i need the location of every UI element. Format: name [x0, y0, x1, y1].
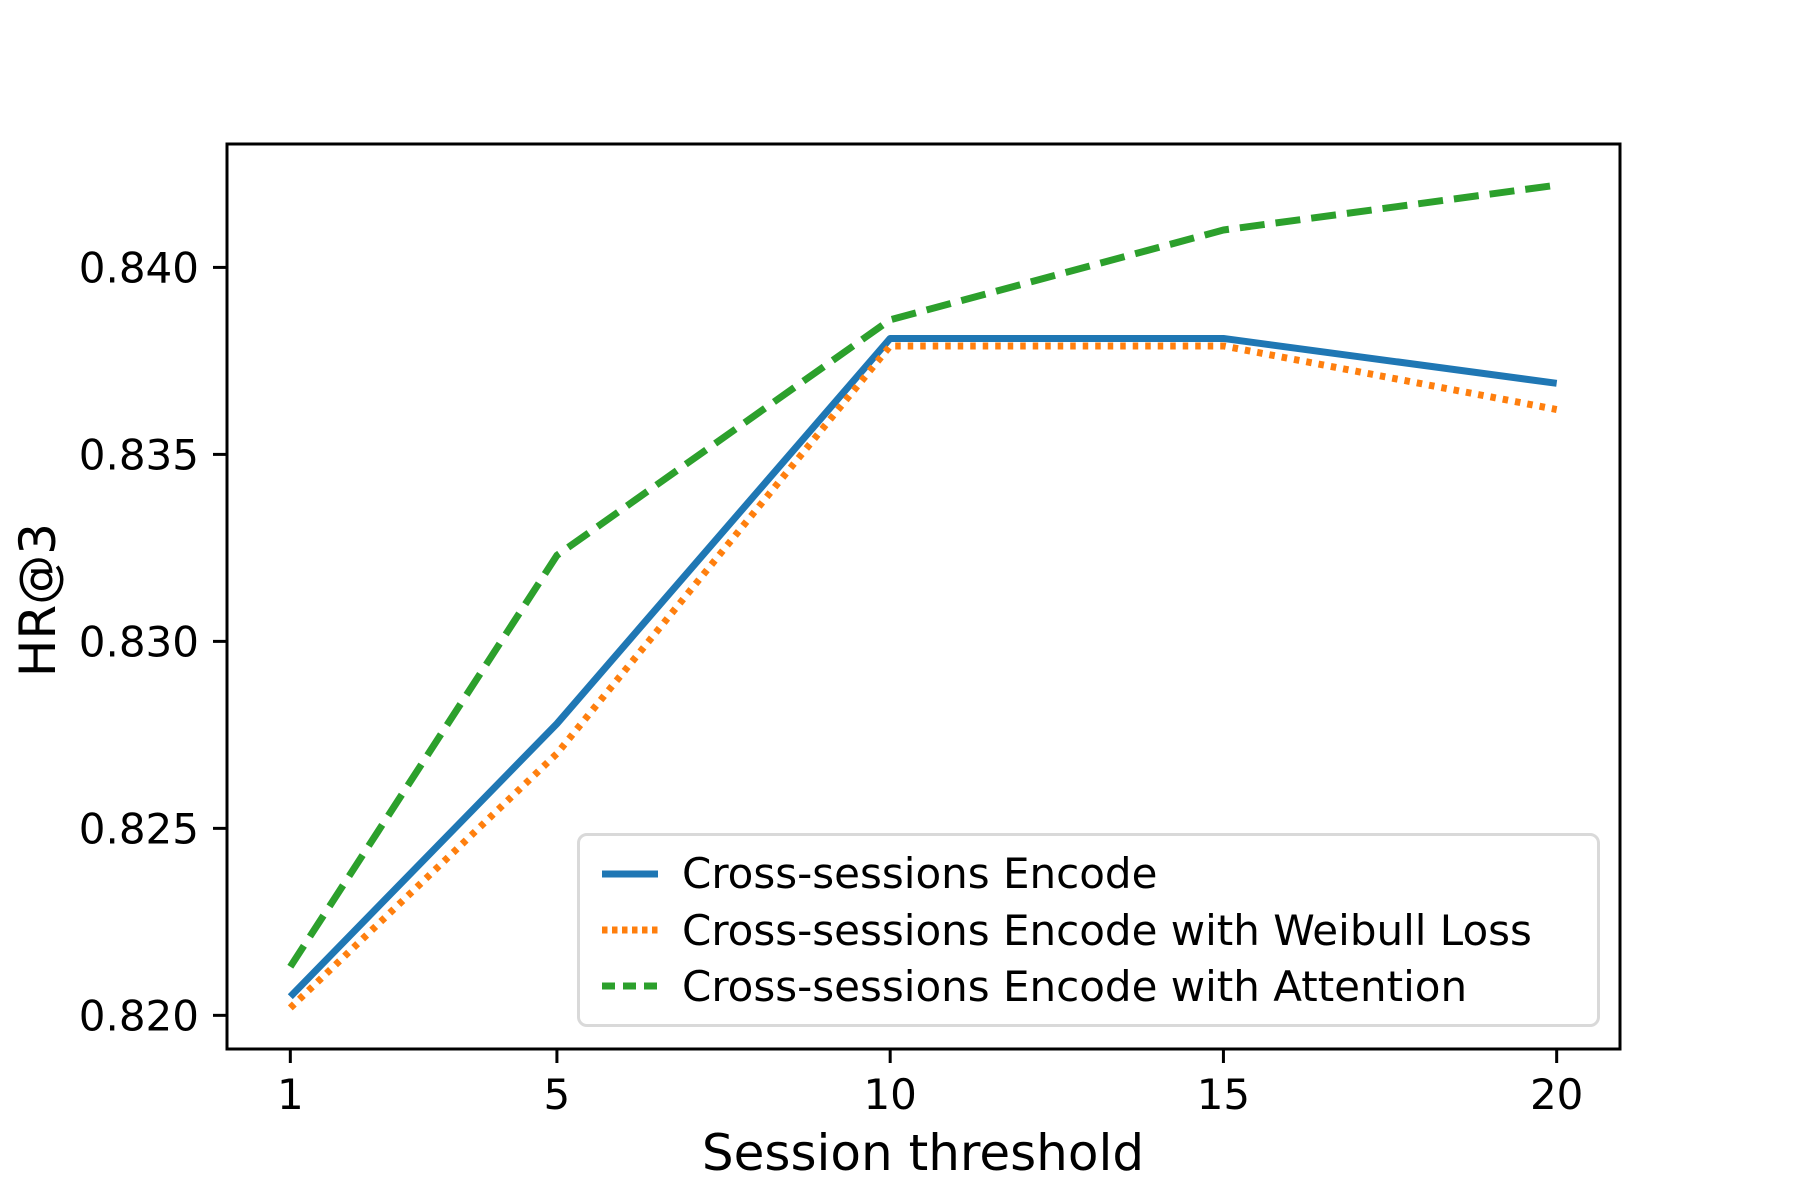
x-tick-label: 15 — [1197, 1070, 1250, 1119]
y-tick-label: 0.830 — [79, 617, 199, 666]
y-axis-title: HR@3 — [9, 522, 67, 678]
y-tick-label: 0.820 — [79, 991, 199, 1040]
legend-line-sample — [602, 926, 658, 934]
y-tick-label: 0.825 — [79, 804, 199, 853]
x-tick-label: 10 — [863, 1070, 916, 1119]
x-tick-label: 20 — [1530, 1070, 1583, 1119]
legend-label: Cross-sessions Encode — [682, 849, 1158, 899]
x-tick-label: 5 — [544, 1070, 571, 1119]
series-line-0 — [287, 334, 1558, 1000]
y-tick-label: 0.840 — [79, 243, 199, 292]
legend-item: Cross-sessions Encode with Attention — [602, 962, 1587, 1011]
legend: Cross-sessions Encode Cross-sessions Enco… — [577, 833, 1600, 1027]
series-line-1 — [287, 342, 1558, 1011]
series-line-2 — [287, 181, 1558, 969]
legend-item: Cross-sessions Encode with Weibull Loss — [602, 906, 1587, 955]
legend-line-sample — [602, 870, 658, 878]
plot-border — [225, 142, 1622, 1051]
legend-line-sample — [602, 982, 658, 990]
legend-item: Cross-sessions Encode — [602, 849, 1587, 898]
x-tick-label: 1 — [277, 1070, 304, 1119]
y-tick-label: 0.835 — [79, 430, 199, 479]
x-axis-title: Session threshold — [701, 1124, 1145, 1182]
legend-label: Cross-sessions Encode with Weibull Loss — [682, 905, 1532, 955]
legend-label: Cross-sessions Encode with Attention — [682, 961, 1468, 1011]
